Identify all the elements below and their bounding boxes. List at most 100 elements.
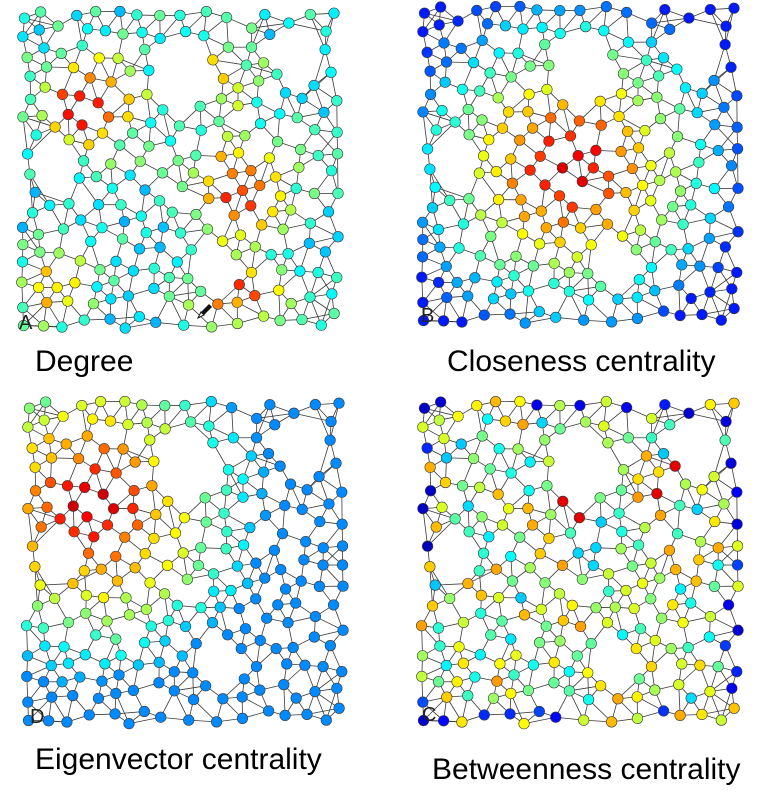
graph-node [663,544,676,556]
graph-node [166,206,178,218]
graph-node [481,413,494,425]
graph-node [585,637,597,650]
graph-node [682,641,694,654]
graph-node [156,167,169,179]
caption-closeness: Closeness centrality [447,345,716,378]
graph-node [129,456,141,468]
graph-node [119,395,131,408]
graph-node [254,634,266,647]
graph-node [190,149,202,161]
graph-node [474,250,486,262]
graph-node [274,108,286,120]
graph-node [336,518,348,530]
graph-node [585,239,597,251]
graph-node [632,77,644,89]
graph-node [580,21,592,33]
graph-node [333,397,345,409]
graph-node [245,41,258,53]
graph-node [18,12,31,24]
graph-node [449,513,461,525]
graph-node [603,585,615,597]
graph-node [23,402,36,414]
graph-node [221,130,234,143]
graph-node [215,93,228,105]
graph-node [526,519,539,531]
nodes [20,395,349,730]
graph-node [76,119,88,131]
graph-node [282,248,294,260]
graph-node [484,67,496,79]
graph-node [667,201,679,213]
graph-node [275,563,287,576]
graph-node [426,202,439,214]
graph-node [540,620,552,632]
graph-node [620,6,633,19]
graph-node [90,629,102,641]
graph-node [557,495,569,507]
graph-node [499,20,512,32]
graph-node [640,450,652,462]
graph-node [97,488,109,500]
graph-node [704,610,716,623]
graph-edge [424,12,459,22]
graph-node [228,209,240,221]
graph-node [195,542,207,554]
graph-node [124,65,136,77]
graph-node [533,306,545,318]
graph-node [181,573,193,585]
graph-node [712,559,724,571]
nodes [416,0,744,329]
graph-node [416,271,428,283]
graph-node [32,281,45,294]
graph-node [439,76,451,88]
edges [421,401,739,725]
graph-node [232,82,244,94]
graph-node [636,179,649,192]
graph-node [720,415,732,428]
graph-node [566,201,578,213]
graph-node [312,266,324,279]
graph-node [44,199,56,211]
graph-node [231,296,243,308]
graph-node [21,51,33,64]
graph-edge [251,22,289,29]
graph-node [110,687,122,700]
graph-node [301,484,313,496]
graph-node [436,501,448,513]
graph-node [207,437,219,449]
graph-edge [256,404,271,438]
graph-node [304,8,316,21]
graph-node [74,671,86,683]
graph-node [522,502,534,514]
graph-node [284,478,297,490]
graph-node [712,261,724,274]
graph-node [670,166,682,178]
graph-node [21,148,34,160]
graph-node [331,95,343,107]
graph-node [630,642,642,655]
graph-node [582,267,594,280]
graph-node [491,276,503,288]
graph-node [325,165,338,177]
graph-node [469,272,481,284]
graph-node [657,448,670,460]
graph-node [524,456,536,468]
graph-node [257,57,270,69]
graph-node [683,407,695,419]
graph-node [533,636,546,649]
graph-node [653,70,665,82]
graph-node [506,575,519,587]
graph-node [616,526,628,538]
graph-node [674,499,686,512]
graph-node [456,716,468,728]
graph-node [251,96,263,108]
graph-node [510,649,522,661]
graph-node [626,560,638,572]
graph-node [475,607,487,619]
graph-node [671,63,683,75]
graph-node [417,314,430,327]
graph-node [240,59,252,71]
graph-edge [422,111,456,123]
graph-node [199,492,211,504]
graph-node [510,250,522,262]
